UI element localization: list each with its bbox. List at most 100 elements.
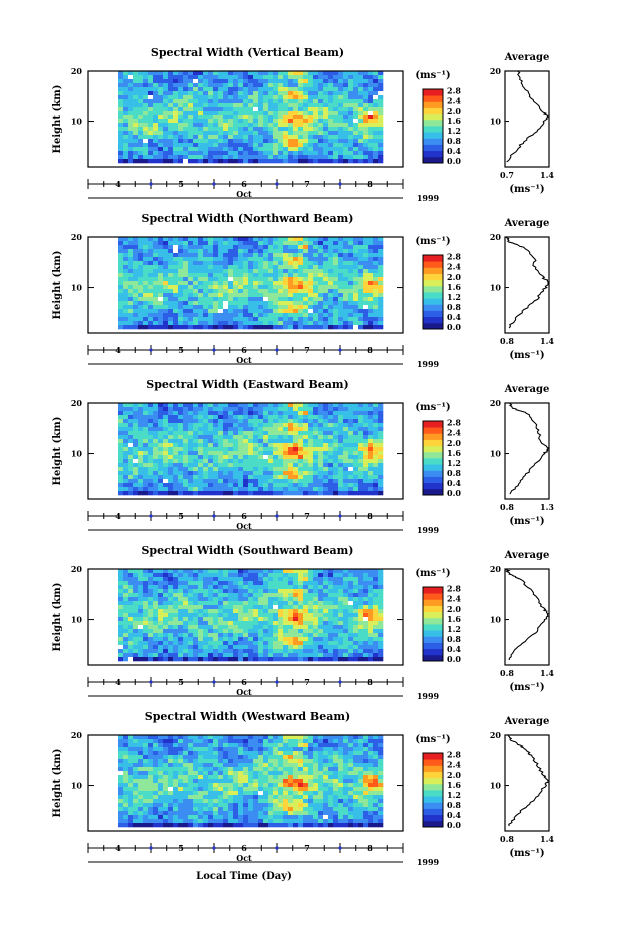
heatmap-cell	[273, 419, 279, 424]
heatmap-cell	[148, 269, 154, 274]
heatmap-cell	[163, 297, 169, 302]
heatmap-cell	[213, 147, 219, 152]
heatmap-cell	[288, 83, 294, 88]
heatmap-cell	[173, 423, 179, 428]
heatmap-cell	[303, 115, 309, 120]
heatmap-cell	[218, 443, 224, 448]
heatmap-cell	[288, 593, 294, 598]
heatmap-cell	[328, 265, 334, 270]
colorbar-tick-label: 0.8	[447, 302, 461, 312]
heatmap-cell	[158, 273, 164, 278]
heatmap-cell	[263, 273, 269, 278]
heatmap-cell	[218, 467, 224, 472]
heatmap-cell	[358, 569, 364, 574]
heatmap-cell	[158, 281, 164, 286]
heatmap-cell	[293, 281, 299, 286]
heatmap-cell	[293, 573, 299, 578]
heatmap-cell	[288, 629, 294, 634]
heatmap-cell	[133, 107, 139, 112]
heatmap-cell	[343, 649, 349, 654]
heatmap-cell	[303, 621, 309, 626]
heatmap-cell	[363, 447, 369, 452]
heatmap-cell	[133, 629, 139, 634]
heatmap-cell	[188, 95, 194, 100]
heatmap-cell	[308, 147, 314, 152]
heatmap-cell	[333, 83, 339, 88]
heatmap-cell	[358, 581, 364, 586]
heatmap-cell	[153, 435, 159, 440]
heatmap-cell	[283, 87, 289, 92]
heatmap-cell	[268, 253, 274, 258]
heatmap-cell	[378, 273, 384, 278]
heatmap-cell	[343, 621, 349, 626]
heatmap-cell	[308, 573, 314, 578]
heatmap-cell	[178, 269, 184, 274]
heatmap-cell	[308, 107, 314, 112]
heatmap-cell	[218, 249, 224, 254]
heatmap-cell	[323, 581, 329, 586]
heatmap-cell	[138, 107, 144, 112]
heatmap-cell	[273, 249, 279, 254]
average-title: Average	[504, 52, 550, 63]
heatmap-cell	[298, 83, 304, 88]
heatmap-cell	[343, 257, 349, 262]
heatmap-cell	[183, 155, 189, 160]
heatmap-cell	[378, 103, 384, 108]
heatmap-cell	[183, 107, 189, 112]
heatmap-cell	[143, 625, 149, 630]
heatmap-cell	[258, 155, 264, 160]
heatmap-cell	[358, 403, 364, 408]
heatmap-cell	[298, 589, 304, 594]
heatmap-cell	[258, 99, 264, 104]
heatmap-cell	[253, 569, 259, 574]
heatmap-cell	[148, 313, 154, 318]
heatmap-cell	[223, 237, 229, 242]
heatmap-cell	[308, 403, 314, 408]
plot-frame	[87, 402, 404, 500]
heatmap-cell	[333, 431, 339, 436]
heatmap-cell	[328, 103, 334, 108]
heatmap-cell	[278, 297, 284, 302]
heatmap-cell	[243, 325, 249, 330]
heatmap-cell	[168, 609, 174, 614]
heatmap-cell	[323, 127, 329, 132]
heatmap-cell	[188, 317, 194, 322]
heatmap-cell	[158, 411, 164, 416]
heatmap-cell	[268, 431, 274, 436]
heatmap-cell	[258, 115, 264, 120]
heatmap-cell	[248, 467, 254, 472]
heatmap-cell	[188, 265, 194, 270]
heatmap-cell	[318, 95, 324, 100]
heatmap-cell	[318, 589, 324, 594]
heatmap-cell	[298, 249, 304, 254]
heatmap-cell	[153, 637, 159, 642]
heatmap-cell	[163, 301, 169, 306]
heatmap-cell	[363, 71, 369, 76]
heatmap-cell	[188, 131, 194, 136]
heatmap-cell	[338, 91, 344, 96]
heatmap-cell	[253, 625, 259, 630]
heatmap-cell	[203, 159, 209, 164]
heatmap-cell	[253, 573, 259, 578]
heatmap-cell	[218, 613, 224, 618]
heatmap-cell	[128, 645, 134, 650]
heatmap-cell	[348, 491, 354, 496]
heatmap-cell	[193, 131, 199, 136]
heatmap-cell	[193, 657, 199, 662]
heatmap-cell	[363, 411, 369, 416]
heatmap-cell	[313, 463, 319, 468]
heatmap-cell	[233, 273, 239, 278]
heatmap-cell	[348, 593, 354, 598]
heatmap-cell	[328, 589, 334, 594]
heatmap-cell	[278, 479, 284, 484]
heatmap-cell	[173, 451, 179, 456]
heatmap-cell	[188, 443, 194, 448]
heatmap-cell	[343, 625, 349, 630]
heatmap-cell	[203, 451, 209, 456]
heatmap-cell	[328, 253, 334, 258]
heatmap-cell	[273, 629, 279, 634]
heatmap-cell	[283, 569, 289, 574]
heatmap-cell	[208, 147, 214, 152]
heatmap-cell	[278, 459, 284, 464]
heatmap-cell	[233, 569, 239, 574]
